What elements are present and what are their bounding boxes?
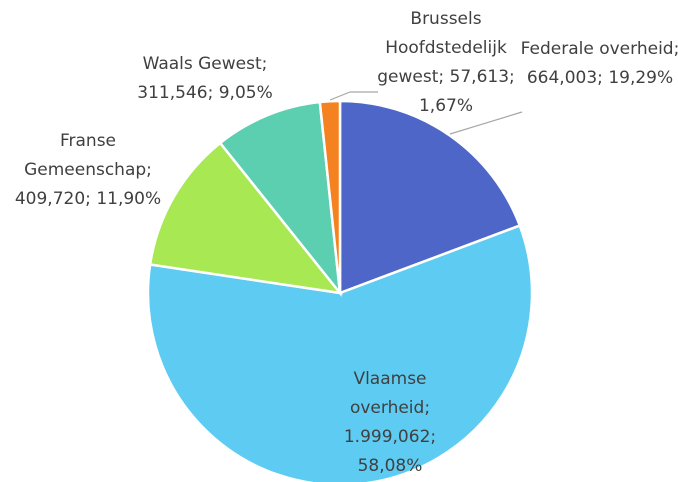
leader-line xyxy=(329,91,351,101)
leader-line xyxy=(449,111,523,135)
slices xyxy=(146,99,534,482)
percent-label: 1,67% xyxy=(418,96,473,116)
slice-label: Brussels Hoofdstedelijk gewest; 57,613; … xyxy=(376,5,516,121)
pie-slice xyxy=(146,223,534,482)
separator: ; xyxy=(597,68,609,88)
pie-slice xyxy=(338,99,522,295)
percent-label: 11,90% xyxy=(96,189,162,209)
value-label: 311,546 xyxy=(137,83,208,103)
percent-label: 19,29% xyxy=(608,68,674,88)
slice-label: Federale overheid; 664,003; 19,29% xyxy=(515,35,678,93)
category-name: Brussels Hoofdstedelijk gewest xyxy=(377,9,507,87)
separator: ; xyxy=(509,67,515,87)
slice-label: Waals Gewest; 311,546; 9,05% xyxy=(118,50,293,108)
value-label: 1.999,062 xyxy=(343,427,431,447)
value-label: 57,613 xyxy=(449,67,510,87)
category-name: Federale overheid xyxy=(520,39,674,59)
pie-slice xyxy=(318,99,342,294)
pie-slice xyxy=(148,141,343,295)
value-label: 409,720 xyxy=(14,189,86,209)
percent-label: 58,08% xyxy=(357,456,423,476)
pie-slice xyxy=(218,100,342,298)
slice-label: Franse Gemeenschap; 409,720; 11,90% xyxy=(1,127,176,214)
category-name: Franse Gemeenschap xyxy=(24,131,147,180)
value-label: 664,003 xyxy=(526,68,598,88)
category-name: Waals Gewest xyxy=(142,54,262,74)
separator: ; xyxy=(424,398,431,418)
separator: ; xyxy=(261,54,268,74)
separator: ; xyxy=(430,427,437,447)
separator: ; xyxy=(438,67,450,87)
category-name: Vlaamse overheid xyxy=(349,369,427,418)
separator: ; xyxy=(85,189,97,209)
separator: ; xyxy=(207,83,219,103)
slice-label: Vlaamse overheid; 1.999,062; 58,08% xyxy=(333,365,448,481)
percent-label: 9,05% xyxy=(218,83,273,103)
separator: ; xyxy=(674,39,678,59)
separator: ; xyxy=(146,160,152,180)
